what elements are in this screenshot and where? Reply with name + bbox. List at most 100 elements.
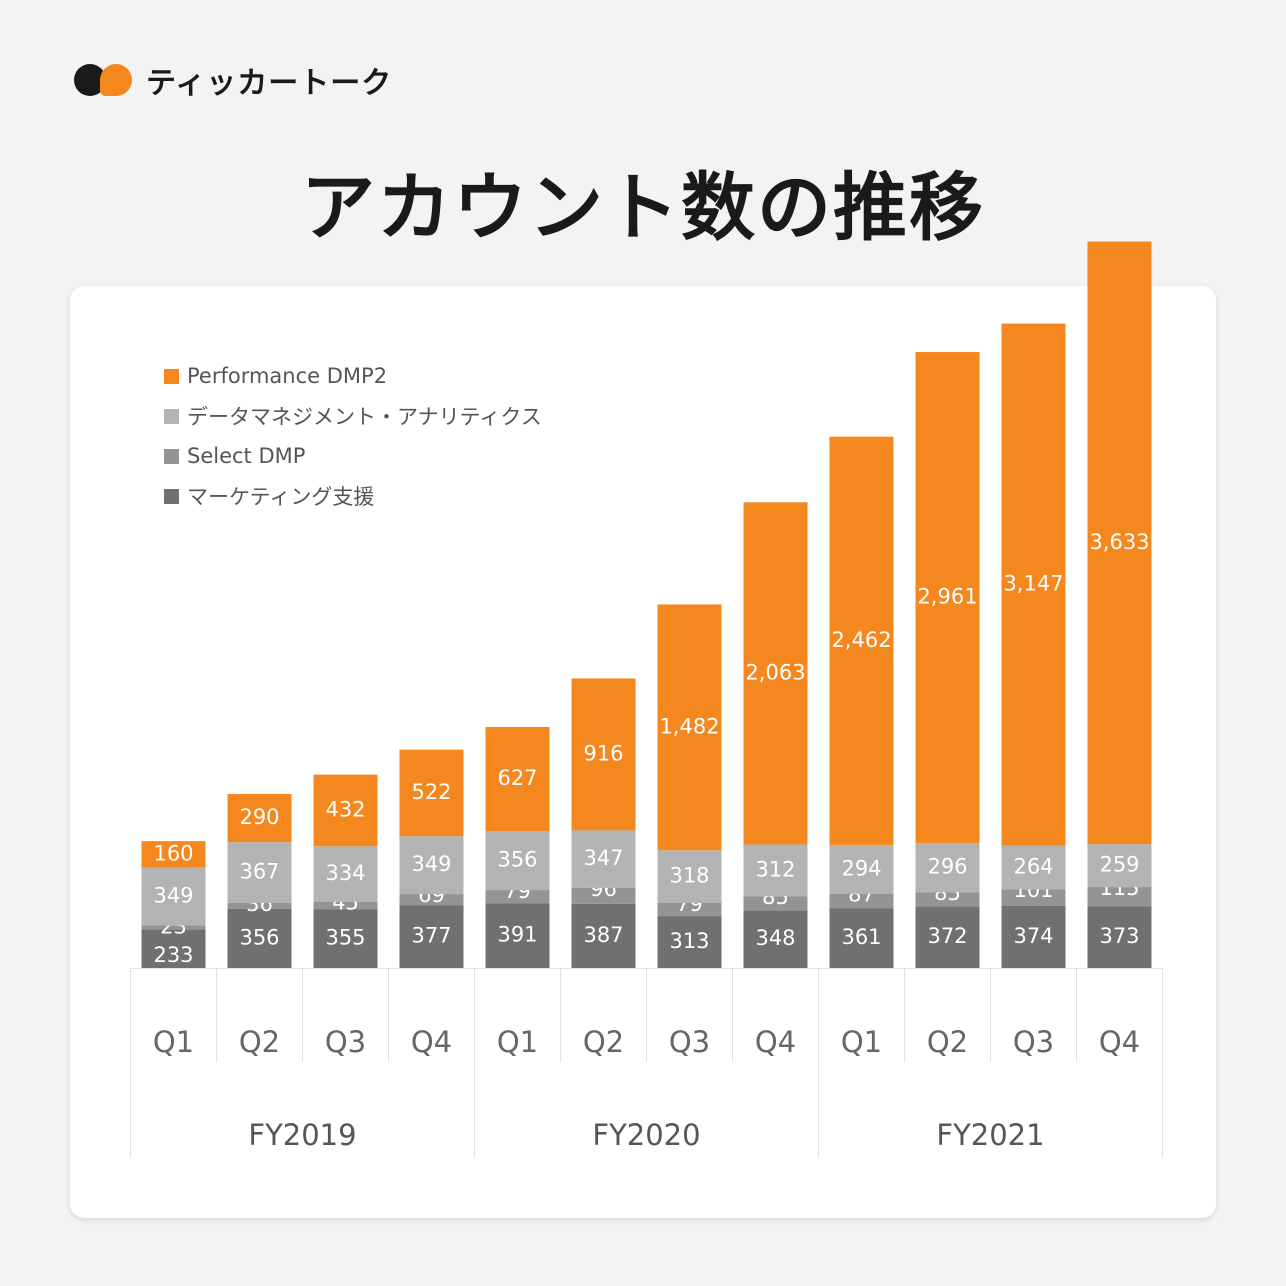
bar-segment: [571, 830, 636, 888]
legend-swatch: [164, 408, 179, 424]
bar-segment: [743, 502, 808, 845]
bar-segment: [915, 352, 980, 844]
x-tick-label: Q1: [841, 1025, 882, 1059]
data-label: 361: [841, 925, 881, 949]
data-label: 312: [755, 857, 795, 881]
bar-segment: [829, 908, 894, 968]
legend-label: Select DMP: [187, 444, 306, 468]
bar-segment: [227, 908, 292, 968]
data-label: 373: [1099, 924, 1139, 948]
bar-segment: [829, 436, 894, 845]
data-label: 377: [411, 924, 451, 948]
bar-segment: [1087, 906, 1152, 968]
data-label: 259: [1099, 853, 1139, 877]
x-tick-label: Q1: [497, 1025, 538, 1059]
brand-name: ティッカートーク: [146, 66, 393, 101]
legend-swatch: [164, 448, 179, 464]
bar-segment: [1001, 845, 1066, 890]
bar-segment: [1001, 323, 1066, 846]
bar-segment: [915, 906, 980, 968]
data-label: 367: [239, 860, 279, 884]
bar-segment: [485, 903, 550, 968]
x-tick-label: Q2: [239, 1025, 280, 1059]
bar-segment: [399, 749, 464, 837]
data-label: 391: [497, 923, 537, 947]
legend-label: データマネジメント・アナリティクス: [187, 405, 542, 429]
bar-segment: [227, 842, 292, 903]
bar-segment: [657, 916, 722, 968]
bar-segment: [141, 867, 206, 926]
legend-label: Performance DMP2: [187, 364, 388, 388]
bar-segment: [571, 678, 636, 831]
bar-segment: [743, 910, 808, 968]
data-label: 264: [1013, 854, 1053, 878]
group-label: FY2019: [248, 1118, 356, 1152]
data-label: 2,063: [745, 660, 805, 684]
legend-item-data-management: データマネジメント・アナリティクス: [164, 402, 542, 430]
bar-segment: [313, 774, 378, 847]
data-label: 334: [325, 861, 365, 885]
data-label: 522: [411, 780, 451, 804]
bar-segment: [571, 903, 636, 968]
data-label: 233: [153, 943, 193, 967]
data-label: 1,482: [659, 714, 719, 738]
bar-segment: [313, 846, 378, 902]
bar-segment: [1087, 844, 1152, 888]
data-label: 387: [583, 923, 623, 947]
data-label: 348: [755, 926, 795, 950]
bar-segment: [1001, 905, 1066, 968]
data-label: 160: [153, 841, 193, 865]
brand: ティッカートーク: [74, 58, 392, 102]
legend-swatch: [164, 488, 179, 504]
speech-bubble-logo-icon: [74, 60, 136, 100]
bar-segment: [485, 890, 550, 904]
data-label: 2,462: [831, 628, 891, 652]
data-label: 627: [497, 766, 537, 790]
bar-segment: [141, 929, 206, 968]
data-label: 432: [325, 797, 365, 821]
data-label: 349: [153, 884, 193, 908]
data-label: 355: [325, 926, 365, 950]
data-label: 294: [841, 856, 881, 880]
bar-segment: [399, 894, 464, 906]
legend-item-select-dmp: Select DMP: [164, 442, 542, 470]
x-tick-label: Q4: [755, 1025, 796, 1059]
data-label: 3,633: [1089, 530, 1149, 554]
bar-segment: [915, 843, 980, 893]
bar-segment: [313, 901, 378, 910]
bar-segment: [829, 844, 894, 894]
legend-item-performance-dmp2: Performance DMP2: [164, 362, 542, 390]
x-tick-label: Q3: [669, 1025, 710, 1059]
bar-segment: [1087, 887, 1152, 907]
bar-segment: [743, 896, 808, 911]
bar-segment: [1087, 241, 1152, 845]
data-label: 349: [411, 852, 451, 876]
bar-segment: [141, 841, 206, 868]
bar-segment: [485, 727, 550, 832]
bar-segment: [829, 893, 894, 909]
data-label: 3,147: [1003, 571, 1063, 595]
x-tick-label: Q4: [1099, 1025, 1140, 1059]
x-tick-label: Q3: [1013, 1025, 1054, 1059]
data-label: 347: [583, 846, 623, 870]
bar-segment: [657, 902, 722, 917]
bar-segment: [399, 836, 464, 895]
bar-segment: [915, 892, 980, 907]
bar-segment: [399, 905, 464, 968]
legend-swatch: [164, 368, 179, 384]
bar-segment: [571, 887, 636, 904]
data-label: 296: [927, 855, 967, 879]
page-title: アカウント数の推移: [301, 165, 985, 251]
legend-label: マーケティング支援: [187, 485, 375, 509]
bar-segment: [485, 831, 550, 891]
chart-legend: Performance DMP2 データマネジメント・アナリティクス Selec…: [164, 362, 542, 510]
group-label: FY2020: [592, 1118, 700, 1152]
data-label: 916: [583, 741, 623, 765]
bar-segment: [227, 794, 292, 843]
x-tick-label: Q4: [411, 1025, 452, 1059]
x-tick-label: Q2: [583, 1025, 624, 1059]
bar-segment: [1001, 889, 1066, 906]
data-label: 318: [669, 864, 709, 888]
x-tick-label: Q2: [927, 1025, 968, 1059]
